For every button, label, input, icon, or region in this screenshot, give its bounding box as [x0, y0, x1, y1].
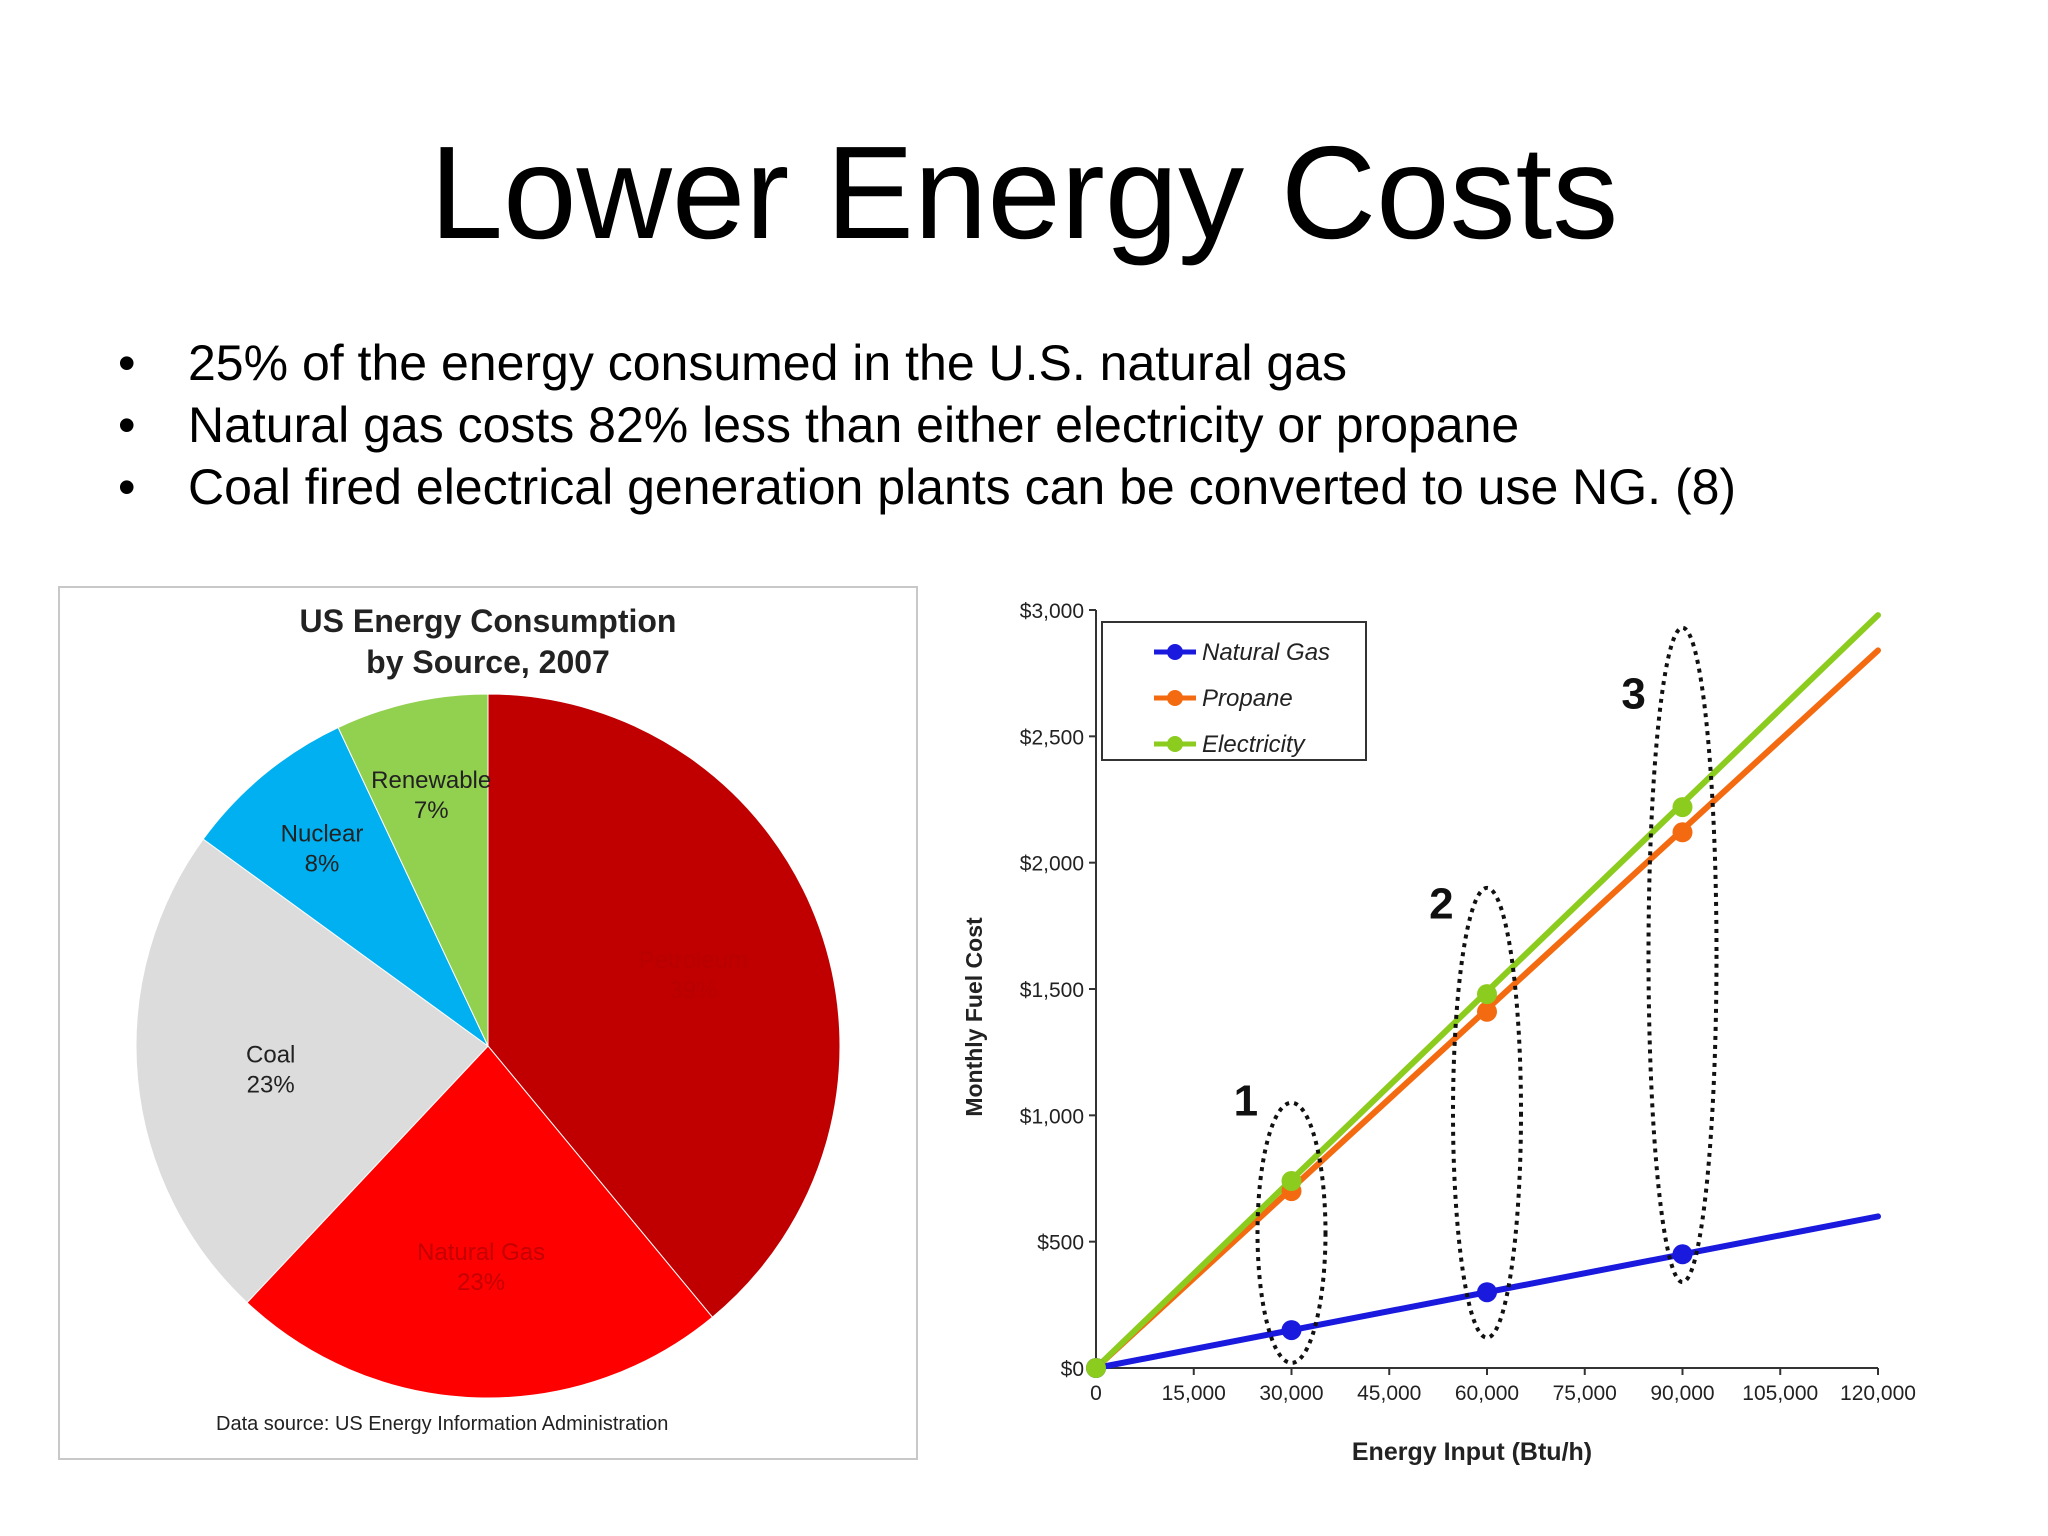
series-point-electricity [1281, 1171, 1302, 1191]
y-tick-label: $3,000 [1020, 600, 1084, 623]
x-tick-label: 15,000 [1162, 1382, 1226, 1405]
series-point-electricity [1477, 984, 1497, 1005]
bullet-text: Coal fired electrical generation plants … [188, 459, 1737, 515]
series-point-natural-gas [1477, 1282, 1497, 1303]
x-tick-label: 105,000 [1742, 1382, 1818, 1405]
legend-swatch-marker [1167, 644, 1183, 660]
x-axis-label: Energy Input (Btu/h) [1352, 1438, 1592, 1466]
pie-slice-petroleum [487, 693, 841, 1318]
bullet-dot: • [118, 397, 136, 453]
pie-chart: US Energy Consumption by Source, 2007 Pe… [135, 603, 841, 1435]
pie-value-label: 8% [305, 850, 340, 877]
legend-swatch-marker [1167, 690, 1183, 706]
pie-slice-renewable [337, 693, 489, 1047]
pie-label: Natural Gas [417, 1239, 545, 1266]
annotation-label: 2 [1429, 879, 1453, 928]
pie-label: Coal [246, 1042, 295, 1069]
pie-chart-title: US Energy Consumption [300, 603, 677, 639]
x-tick-label: 30,000 [1259, 1382, 1323, 1405]
x-tick-label: 75,000 [1553, 1382, 1617, 1405]
bullet-dot: • [118, 335, 136, 391]
pie-labels: Petroleum 39% Natural Gas 23% Coal 23% Nuclear… [246, 767, 748, 1296]
chart-legend: Natural Gas Propane Electricity [1101, 621, 1367, 761]
legend-item-label: Natural Gas [1202, 639, 1330, 666]
series-point-propane [1672, 822, 1693, 843]
bullet-list: • 25% of the energy consumed in the U.S. … [118, 332, 1736, 518]
bullet-text: 25% of the energy consumed in the U.S. n… [188, 335, 1348, 391]
bullet-item: • Coal fired electrical generation plants… [118, 456, 1736, 518]
pie-label: Renewable [371, 767, 491, 794]
pie-source-note: Data source: US Energy Information Admin… [216, 1413, 668, 1435]
x-tick-label: 60,000 [1455, 1382, 1519, 1405]
series-point-natural-gas [1281, 1320, 1302, 1341]
series-point-electricity [1672, 797, 1693, 818]
bullet-text: Natural gas costs 82% less than either e… [188, 397, 1520, 453]
y-tick-label: $0 [1061, 1358, 1084, 1381]
bullet-item: • 25% of the energy consumed in the U.S. … [118, 332, 1736, 394]
pie-slice-nuclear [202, 726, 489, 1047]
slide-title: Lower Energy Costs [429, 119, 1619, 266]
line-chart: $0 $500 $1,000 $1,500 $2,000 $2,500 $3,000 0 15,… [961, 600, 1916, 1466]
line-chart-series [1086, 612, 1881, 1378]
legend-box [1101, 621, 1367, 761]
pie-chart-title: by Source, 2007 [366, 644, 610, 680]
y-tick-label: $1,000 [1020, 1105, 1084, 1128]
pie-chart-panel: US Energy Consumption by Source, 2007 Pe… [58, 586, 918, 1460]
series-point-propane [1477, 1001, 1497, 1022]
legend-item-label: Propane [1202, 685, 1293, 712]
legend-swatch-marker [1167, 736, 1183, 752]
annotation-ellipse [1451, 885, 1523, 1340]
line-chart-annotations: 1 2 3 [1234, 625, 1719, 1365]
legend-item-label: Electricity [1202, 731, 1307, 758]
line-chart-axes: $0 $500 $1,000 $1,500 $2,000 $2,500 $3,000 0 15,… [1020, 600, 1916, 1405]
x-tick-label: 120,000 [1840, 1382, 1916, 1405]
line-chart-panel: $0 $500 $1,000 $1,500 $2,000 $2,500 $3,000 0 15,… [948, 582, 1948, 1482]
annotation-ellipse [1646, 625, 1719, 1285]
pie-value-label: 39% [669, 977, 717, 1004]
series-point-electricity [1086, 1358, 1106, 1378]
pie-label: Nuclear [281, 820, 364, 847]
y-axis-label: Monthly Fuel Cost [961, 917, 987, 1117]
x-tick-label: 0 [1090, 1382, 1102, 1405]
series-point-natural-gas [1672, 1244, 1693, 1265]
x-tick-label: 90,000 [1650, 1382, 1714, 1405]
y-tick-label: $2,500 [1020, 726, 1084, 749]
bullet-item: • Natural gas costs 82% less than either … [118, 394, 1736, 456]
pie-value-label: 7% [414, 797, 449, 824]
annotation-ellipse [1255, 1100, 1328, 1365]
annotation-label: 3 [1621, 670, 1645, 719]
pie-slices [135, 693, 841, 1399]
y-tick-label: $2,000 [1020, 853, 1084, 876]
y-tick-label: $500 [1037, 1232, 1084, 1255]
y-tick-label: $1,500 [1020, 979, 1084, 1002]
pie-label: Petroleum [639, 947, 748, 974]
pie-value-label: 23% [247, 1072, 295, 1099]
bullet-dot: • [118, 459, 136, 515]
x-tick-label: 45,000 [1357, 1382, 1421, 1405]
annotation-label: 1 [1234, 1076, 1258, 1125]
pie-value-label: 23% [457, 1269, 505, 1296]
pie-slice-natural-gas [246, 1045, 714, 1399]
pie-slice-coal [135, 838, 489, 1304]
